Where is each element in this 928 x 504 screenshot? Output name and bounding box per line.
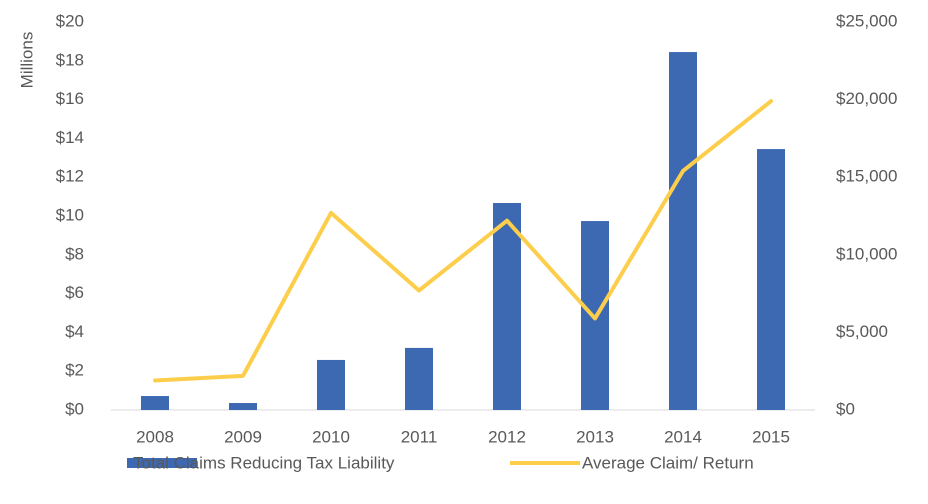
y2-tick-label: $25,000	[836, 11, 897, 30]
y-tick-label: $10	[56, 205, 84, 224]
y-tick-label: $14	[56, 128, 84, 147]
bar	[757, 149, 785, 410]
y-tick-label: $18	[56, 50, 84, 69]
bar	[493, 203, 521, 410]
y2-tick-label: $20,000	[836, 89, 897, 108]
y-tick-label: $20	[56, 11, 84, 30]
y-tick-label: $2	[65, 361, 84, 380]
x-tick-label: 2014	[664, 427, 702, 446]
x-tick-label: 2011	[401, 427, 438, 446]
y2-tick-label: $10,000	[836, 244, 897, 263]
bar	[229, 403, 257, 410]
y-tick-label: $16	[56, 89, 84, 108]
y-tick-label: $0	[65, 399, 84, 418]
bar	[317, 359, 345, 410]
y-tick-label: $8	[65, 244, 84, 263]
legend-swatch	[127, 458, 197, 468]
x-tick-label: 2012	[488, 427, 526, 446]
bar	[669, 52, 697, 410]
legend-label: Total Claims Reducing Tax Liability	[133, 453, 395, 472]
x-tick-label: 2008	[136, 427, 174, 446]
x-tick-label: 2010	[312, 427, 350, 446]
line	[153, 99, 773, 383]
y2-tick-label: $5,000	[836, 322, 888, 341]
x-tick-label: 2013	[576, 427, 614, 446]
bar	[405, 347, 433, 410]
y-tick-label: $4	[65, 322, 84, 341]
y-tick-label: $6	[65, 283, 84, 302]
x-tick-label: 2015	[752, 427, 790, 446]
legend-label: Average Claim/ Return	[582, 453, 754, 472]
y2-tick-label: $0	[836, 399, 855, 418]
y-axis-label: Millions	[17, 32, 36, 89]
y2-tick-label: $15,000	[836, 167, 897, 186]
bar	[141, 396, 169, 410]
y-tick-label: $12	[56, 167, 84, 186]
x-tick-label: 2009	[224, 427, 262, 446]
